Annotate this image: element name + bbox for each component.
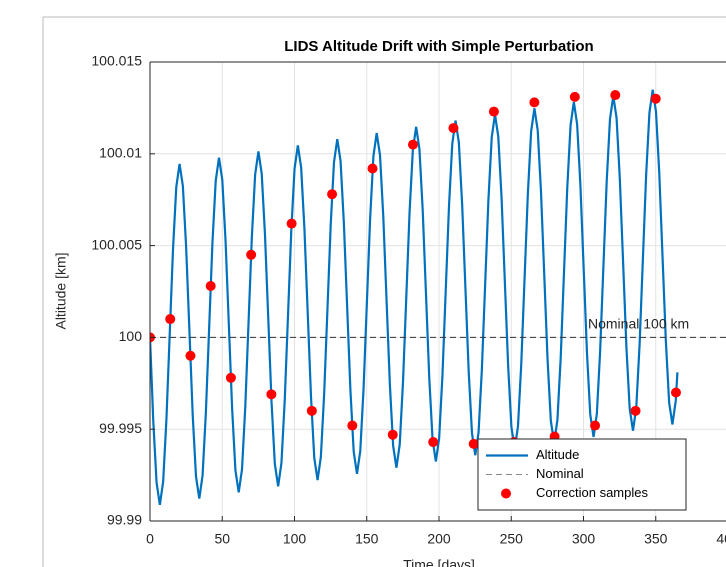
legend-marker: [501, 488, 511, 499]
legend-label: Correction samples: [536, 485, 648, 500]
sample-point: [165, 314, 176, 325]
sample-point: [185, 350, 196, 361]
series-line: [150, 89, 679, 506]
sample-point: [610, 90, 621, 101]
y-tick-label: 100: [119, 328, 143, 344]
y-tick-label: 100.005: [91, 236, 142, 252]
sample-point: [488, 106, 499, 117]
sample-point: [428, 437, 439, 448]
sample-point: [448, 123, 459, 134]
sample-point: [225, 372, 236, 383]
x-tick-label: 0: [146, 531, 154, 547]
legend-box: [477, 438, 687, 511]
sample-point: [306, 405, 317, 416]
sample-point: [630, 405, 641, 416]
y-tick-label: 99.995: [99, 420, 142, 436]
x-tick-label: 350: [644, 531, 668, 547]
x-tick-label: 50: [214, 531, 230, 547]
legend-label: Altitude: [536, 447, 579, 462]
sample-point: [468, 438, 479, 449]
sample-point: [569, 91, 580, 102]
sample-point: [246, 249, 257, 260]
sample-point: [650, 93, 661, 104]
sample-point: [347, 420, 358, 431]
chart-title: LIDS Altitude Drift with Simple Perturba…: [284, 38, 593, 55]
sample-point: [387, 429, 398, 440]
x-tick-label: 150: [355, 531, 379, 547]
y-tick-label: 100.01: [99, 145, 142, 161]
legend: Altitude Nominal Correction samples: [477, 438, 687, 511]
sample-point: [286, 218, 297, 229]
legend-label: Nominal: [536, 466, 584, 481]
sample-point: [205, 280, 216, 291]
sample-point: [529, 97, 540, 108]
axes: 0 50 100 150 200 250 300 350 400 99.99 99.995 100 10…: [91, 53, 726, 547]
sample-point: [266, 389, 277, 400]
sample-point: [670, 387, 681, 398]
annotation: Nominal 100 km: [588, 316, 689, 332]
x-tick-label: 200: [427, 531, 451, 547]
x-tick-label: 300: [572, 531, 596, 547]
sample-point: [407, 139, 418, 150]
x-tick-label: 250: [500, 531, 524, 547]
x-tick-label: 100: [283, 531, 307, 547]
y-tick-label: 99.99: [107, 512, 142, 528]
sample-point: [327, 189, 338, 200]
sample-point: [367, 163, 378, 174]
y-tick-label: 100.015: [91, 53, 142, 69]
y-axis-label: Altitude [km]: [53, 252, 69, 329]
sample-point: [590, 420, 601, 431]
x-tick-label: 400: [716, 531, 726, 547]
x-axis-label: Time [days]: [403, 557, 475, 567]
